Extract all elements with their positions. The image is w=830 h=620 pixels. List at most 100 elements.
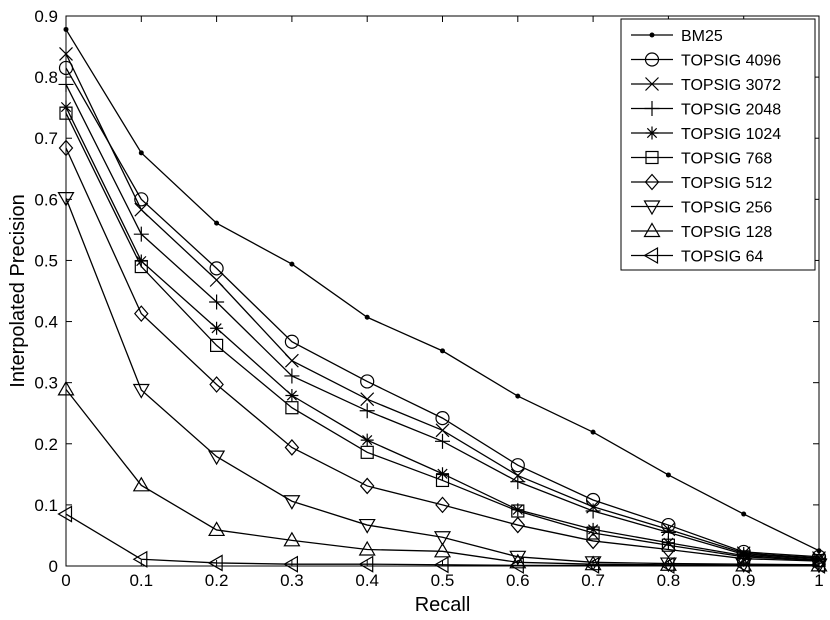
legend-marker-topsig-3072	[645, 77, 659, 91]
data-point-topsig-768	[360, 445, 374, 459]
data-point-topsig-64	[358, 555, 374, 573]
data-point-bm25	[214, 220, 220, 226]
data-point-topsig-1024	[436, 467, 449, 481]
y-tick-label: 0.9	[34, 7, 58, 26]
series-topsig-64	[57, 505, 826, 574]
data-point-bm25	[440, 348, 445, 354]
x-tick-label: 0.3	[280, 571, 304, 590]
data-point-topsig-3072	[435, 423, 450, 438]
legend-entry-topsig-1024: TOPSIG 1024	[631, 126, 781, 143]
data-point-bm25	[289, 261, 295, 267]
data-point-topsig-64	[57, 505, 73, 523]
series-topsig-2048	[58, 76, 827, 567]
series-line-topsig-768	[65, 112, 820, 562]
data-point-topsig-1024	[511, 503, 525, 517]
data-point-topsig-1024	[586, 522, 600, 536]
data-point-topsig-64	[659, 556, 675, 574]
data-point-topsig-64	[207, 554, 223, 572]
x-tick-label: 0.4	[355, 571, 379, 590]
data-point-bm25	[63, 26, 69, 32]
data-point-topsig-128	[208, 521, 226, 537]
data-point-topsig-64	[132, 550, 148, 568]
y-axis-label: Interpolated Precision	[7, 194, 29, 387]
data-point-topsig-256	[509, 550, 527, 566]
legend-label: TOPSIG 128	[681, 224, 772, 241]
data-point-topsig-512	[209, 376, 224, 393]
legend-label: TOPSIG 768	[681, 151, 772, 168]
legend-marker-topsig-64	[643, 246, 659, 265]
series-line-topsig-4096	[65, 67, 820, 558]
x-tick-label: 0	[61, 571, 70, 590]
data-point-topsig-128	[57, 380, 75, 396]
legend-label: BM25	[681, 28, 723, 45]
data-point-topsig-3072	[360, 392, 375, 407]
data-point-bm25	[138, 150, 144, 156]
legend-marker-topsig-2048	[644, 101, 660, 116]
legend-entry-topsig-4096: TOPSIG 4096	[631, 52, 781, 70]
data-point-topsig-128	[509, 553, 527, 569]
data-point-topsig-256	[433, 531, 452, 546]
series-line-topsig-512	[65, 147, 820, 562]
legend-marker-topsig-128	[643, 222, 661, 238]
y-tick-label: 0.5	[34, 251, 58, 270]
x-tick-label: 0.6	[506, 571, 530, 590]
data-point-topsig-2048	[284, 368, 300, 384]
data-point-topsig-512	[435, 496, 450, 514]
y-tick-label: 0	[49, 557, 58, 576]
data-point-topsig-2048	[209, 294, 225, 310]
y-tick-label: 0.7	[34, 129, 58, 148]
data-point-bm25	[665, 472, 671, 478]
legend-label: TOPSIG 3072	[681, 77, 781, 94]
data-point-topsig-128	[283, 531, 301, 547]
y-tick-label: 0.8	[34, 68, 58, 87]
legend-label: TOPSIG 512	[681, 175, 772, 192]
data-point-topsig-2048	[510, 474, 526, 490]
x-axis-label: Recall	[415, 594, 471, 616]
data-point-topsig-1024	[285, 389, 299, 402]
data-point-topsig-512	[359, 477, 375, 495]
legend-label: TOPSIG 64	[681, 249, 764, 266]
series-layer	[57, 26, 828, 574]
data-point-topsig-512	[736, 550, 751, 568]
x-tick-label: 0.2	[205, 571, 229, 590]
data-point-topsig-512	[58, 139, 74, 157]
data-point-topsig-4096	[435, 411, 450, 426]
data-point-topsig-3072	[59, 46, 73, 61]
data-point-topsig-3072	[284, 353, 299, 368]
legend-marker-topsig-512	[644, 173, 660, 191]
y-tick-label: 0.3	[34, 374, 58, 393]
data-point-topsig-256	[132, 383, 150, 399]
x-tick-label: 0.9	[732, 571, 756, 590]
x-tick-label: 1	[814, 571, 823, 590]
series-topsig-768	[59, 106, 826, 568]
x-tick-label: 0.7	[581, 571, 605, 590]
series-line-topsig-64	[65, 513, 819, 567]
data-point-topsig-256	[57, 192, 75, 207]
data-point-topsig-2048	[133, 226, 149, 242]
legend-label: TOPSIG 4096	[681, 53, 781, 70]
data-point-topsig-768	[285, 401, 299, 415]
legend-entry-topsig-768: TOPSIG 768	[631, 151, 772, 168]
legend-marker-topsig-768	[645, 150, 659, 165]
data-point-topsig-64	[584, 556, 600, 574]
series-line-topsig-256	[65, 197, 820, 566]
series-bm25	[63, 26, 822, 554]
data-point-topsig-1024	[210, 321, 224, 335]
legend-entry-topsig-128: TOPSIG 128	[631, 222, 772, 241]
data-point-topsig-3072	[134, 202, 149, 217]
x-tick-label: 0.1	[129, 571, 153, 590]
data-point-topsig-512	[134, 305, 149, 323]
legend-marker-bm25	[649, 32, 655, 38]
data-point-topsig-768	[134, 259, 148, 274]
y-tick-label: 0.2	[34, 435, 58, 454]
legend-entry-topsig-512: TOPSIG 512	[631, 173, 772, 192]
data-point-topsig-768	[435, 473, 450, 488]
data-point-topsig-512	[510, 516, 526, 534]
data-point-bm25	[741, 511, 747, 517]
data-point-topsig-2048	[435, 433, 450, 449]
data-point-topsig-4096	[360, 374, 375, 389]
legend-label: TOPSIG 256	[681, 200, 772, 217]
data-point-topsig-128	[433, 542, 452, 558]
data-point-topsig-128	[358, 540, 376, 556]
